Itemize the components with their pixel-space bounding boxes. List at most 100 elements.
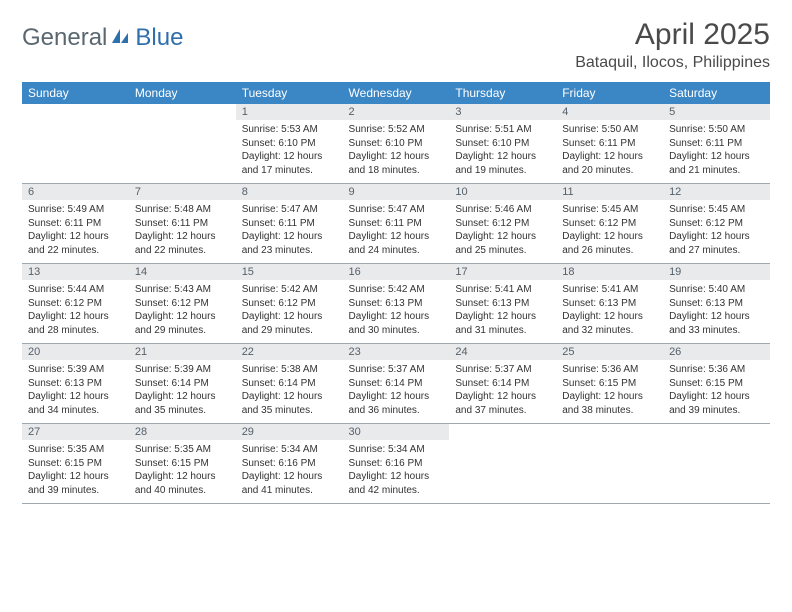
sunrise-line: Sunrise: 5:35 AM (28, 443, 123, 457)
daylight-line: Daylight: 12 hours and 27 minutes. (669, 230, 764, 257)
sail-icon (110, 27, 132, 50)
sunrise-line: Sunrise: 5:37 AM (455, 363, 550, 377)
day-number-cell: 2 (343, 104, 450, 120)
day-info-cell (22, 120, 129, 184)
day-info-cell: Sunrise: 5:42 AMSunset: 6:12 PMDaylight:… (236, 280, 343, 344)
day-info-cell: Sunrise: 5:44 AMSunset: 6:12 PMDaylight:… (22, 280, 129, 344)
day-number-cell: 20 (22, 344, 129, 361)
day-info-row: Sunrise: 5:53 AMSunset: 6:10 PMDaylight:… (22, 120, 770, 184)
daylight-line: Daylight: 12 hours and 26 minutes. (562, 230, 657, 257)
sunrise-line: Sunrise: 5:34 AM (242, 443, 337, 457)
day-info-cell: Sunrise: 5:34 AMSunset: 6:16 PMDaylight:… (236, 440, 343, 504)
sunset-line: Sunset: 6:10 PM (242, 137, 337, 151)
day-number-cell: 21 (129, 344, 236, 361)
day-number-cell: 18 (556, 264, 663, 281)
day-info-row: Sunrise: 5:35 AMSunset: 6:15 PMDaylight:… (22, 440, 770, 504)
day-number-row: 27282930 (22, 424, 770, 441)
day-number-cell: 29 (236, 424, 343, 441)
title-block: April 2025 Bataquil, Ilocos, Philippines (575, 18, 770, 72)
sunset-line: Sunset: 6:16 PM (242, 457, 337, 471)
day-number-cell: 23 (343, 344, 450, 361)
day-info-cell: Sunrise: 5:37 AMSunset: 6:14 PMDaylight:… (449, 360, 556, 424)
sunrise-line: Sunrise: 5:40 AM (669, 283, 764, 297)
sunrise-line: Sunrise: 5:36 AM (562, 363, 657, 377)
day-number-cell: 24 (449, 344, 556, 361)
day-number-cell: 3 (449, 104, 556, 120)
sunset-line: Sunset: 6:12 PM (28, 297, 123, 311)
day-number-cell (129, 104, 236, 120)
day-info-cell (449, 440, 556, 504)
day-number-cell: 11 (556, 184, 663, 201)
daylight-line: Daylight: 12 hours and 23 minutes. (242, 230, 337, 257)
day-number-cell: 16 (343, 264, 450, 281)
header: General Blue April 2025 Bataquil, Ilocos… (22, 18, 770, 72)
day-number-cell: 9 (343, 184, 450, 201)
sunrise-line: Sunrise: 5:39 AM (28, 363, 123, 377)
daylight-line: Daylight: 12 hours and 39 minutes. (28, 470, 123, 497)
sunrise-line: Sunrise: 5:44 AM (28, 283, 123, 297)
day-info-cell: Sunrise: 5:36 AMSunset: 6:15 PMDaylight:… (663, 360, 770, 424)
logo-text-blue: Blue (135, 24, 183, 52)
day-info-cell (663, 440, 770, 504)
sunset-line: Sunset: 6:15 PM (669, 377, 764, 391)
sunset-line: Sunset: 6:12 PM (669, 217, 764, 231)
sunset-line: Sunset: 6:13 PM (669, 297, 764, 311)
logo-text-general: General (22, 24, 107, 52)
daylight-line: Daylight: 12 hours and 31 minutes. (455, 310, 550, 337)
sunset-line: Sunset: 6:14 PM (349, 377, 444, 391)
day-info-cell: Sunrise: 5:41 AMSunset: 6:13 PMDaylight:… (556, 280, 663, 344)
sunset-line: Sunset: 6:15 PM (562, 377, 657, 391)
sunrise-line: Sunrise: 5:45 AM (669, 203, 764, 217)
day-number-cell: 19 (663, 264, 770, 281)
sunrise-line: Sunrise: 5:38 AM (242, 363, 337, 377)
sunset-line: Sunset: 6:11 PM (135, 217, 230, 231)
day-info-cell: Sunrise: 5:35 AMSunset: 6:15 PMDaylight:… (129, 440, 236, 504)
daylight-line: Daylight: 12 hours and 29 minutes. (242, 310, 337, 337)
day-info-cell: Sunrise: 5:39 AMSunset: 6:14 PMDaylight:… (129, 360, 236, 424)
sunset-line: Sunset: 6:13 PM (349, 297, 444, 311)
sunrise-line: Sunrise: 5:47 AM (242, 203, 337, 217)
sunset-line: Sunset: 6:15 PM (28, 457, 123, 471)
calendar-table: Sunday Monday Tuesday Wednesday Thursday… (22, 82, 770, 504)
day-number-cell (449, 424, 556, 441)
day-info-cell: Sunrise: 5:34 AMSunset: 6:16 PMDaylight:… (343, 440, 450, 504)
sunrise-line: Sunrise: 5:47 AM (349, 203, 444, 217)
sunrise-line: Sunrise: 5:52 AM (349, 123, 444, 137)
day-info-cell: Sunrise: 5:49 AMSunset: 6:11 PMDaylight:… (22, 200, 129, 264)
sunset-line: Sunset: 6:14 PM (242, 377, 337, 391)
weekday-header: Sunday (22, 82, 129, 104)
sunrise-line: Sunrise: 5:35 AM (135, 443, 230, 457)
daylight-line: Daylight: 12 hours and 40 minutes. (135, 470, 230, 497)
sunset-line: Sunset: 6:14 PM (135, 377, 230, 391)
day-info-cell: Sunrise: 5:47 AMSunset: 6:11 PMDaylight:… (343, 200, 450, 264)
day-info-cell (556, 440, 663, 504)
sunset-line: Sunset: 6:11 PM (242, 217, 337, 231)
day-info-cell: Sunrise: 5:39 AMSunset: 6:13 PMDaylight:… (22, 360, 129, 424)
day-info-cell: Sunrise: 5:37 AMSunset: 6:14 PMDaylight:… (343, 360, 450, 424)
sunrise-line: Sunrise: 5:46 AM (455, 203, 550, 217)
sunrise-line: Sunrise: 5:43 AM (135, 283, 230, 297)
day-info-row: Sunrise: 5:44 AMSunset: 6:12 PM Daylight:… (22, 280, 770, 344)
sunrise-line: Sunrise: 5:39 AM (135, 363, 230, 377)
daylight-line: Daylight: 12 hours and 19 minutes. (455, 150, 550, 177)
day-info-cell: Sunrise: 5:47 AMSunset: 6:11 PMDaylight:… (236, 200, 343, 264)
sunrise-line: Sunrise: 5:48 AM (135, 203, 230, 217)
daylight-line: Daylight: 12 hours and 18 minutes. (349, 150, 444, 177)
daylight-line: Daylight: 12 hours and 32 minutes. (562, 310, 657, 337)
day-number-cell: 25 (556, 344, 663, 361)
day-info-cell: Sunrise: 5:36 AMSunset: 6:15 PMDaylight:… (556, 360, 663, 424)
sunset-line: Sunset: 6:10 PM (349, 137, 444, 151)
page-title: April 2025 (575, 18, 770, 52)
day-number-cell: 6 (22, 184, 129, 201)
sunrise-line: Sunrise: 5:34 AM (349, 443, 444, 457)
daylight-line: Daylight: 12 hours and 22 minutes. (135, 230, 230, 257)
day-number-cell: 28 (129, 424, 236, 441)
day-info-cell: Sunrise: 5:43 AMSunset: 6:12 PMDaylight:… (129, 280, 236, 344)
weekday-header: Thursday (449, 82, 556, 104)
day-info-cell: Sunrise: 5:53 AMSunset: 6:10 PMDaylight:… (236, 120, 343, 184)
sunrise-line: Sunrise: 5:53 AM (242, 123, 337, 137)
day-number-cell: 10 (449, 184, 556, 201)
sunset-line: Sunset: 6:11 PM (28, 217, 123, 231)
daylight-line: Daylight: 12 hours and 24 minutes. (349, 230, 444, 257)
daylight-line: Daylight: 12 hours and 33 minutes. (669, 310, 764, 337)
